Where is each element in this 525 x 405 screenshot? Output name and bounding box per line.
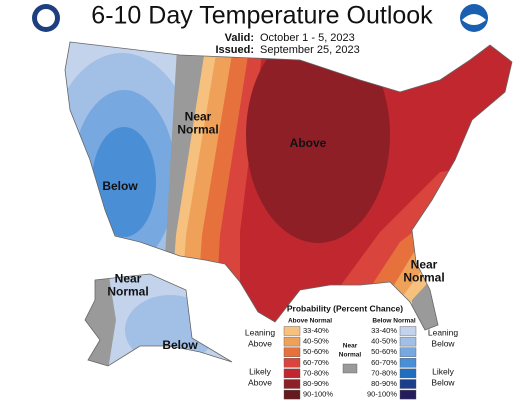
issued-dates: September 25, 2023 (260, 44, 360, 56)
legend-swatch (283, 358, 301, 368)
legend-range: 90-100% (367, 390, 397, 399)
legend-swatch (283, 347, 301, 357)
map-label: Near (411, 258, 438, 272)
legend-swatch (283, 379, 301, 389)
legend: Probability (Percent Chance) Above Normal… (245, 303, 459, 400)
legend-heading: Below Normal (372, 318, 416, 325)
map-label: Normal (107, 285, 148, 299)
legend-range: 40-50% (303, 337, 329, 346)
map-label: Normal (403, 271, 444, 285)
legend-swatch (399, 379, 417, 389)
legend-swatch (283, 368, 301, 379)
legend-swatch (399, 326, 417, 336)
legend-range: 50-60% (303, 347, 329, 356)
legend-range: 33-40% (303, 326, 329, 335)
map-label: Below (102, 179, 138, 193)
map-label: Below (162, 338, 198, 352)
legend-swatch (399, 336, 417, 347)
map-labels: NearNormalAboveBelowNearNormalNearNormal… (102, 110, 444, 353)
legend-range: 70-80% (371, 368, 397, 377)
legend-category: Below (431, 377, 455, 387)
commerce-logo-inner (37, 9, 55, 27)
legend-category: Leaning (428, 327, 459, 337)
legend-category: Leaning (245, 327, 276, 337)
legend-range: 33-40% (371, 326, 397, 335)
legend-title: Probability (Percent Chance) (287, 303, 403, 313)
map-label: Normal (177, 123, 218, 137)
legend-range: 80-90% (371, 379, 397, 388)
conus-outline (64, 41, 513, 331)
legend-swatch (399, 368, 417, 379)
legend-range: 40-50% (371, 337, 397, 346)
region (125, 295, 215, 365)
legend-range: 90-100% (303, 390, 333, 399)
legend-range: 60-70% (303, 358, 329, 367)
legend-range: 60-70% (371, 358, 397, 367)
legend-category: Likely (249, 366, 271, 376)
map-label: Near (185, 110, 212, 124)
legend-swatch (283, 336, 301, 347)
valid-dates: October 1 - 5, 2023 (260, 32, 355, 44)
issued-label: Issued: (215, 44, 254, 56)
legend-category: Normal (339, 352, 362, 359)
legend-category: Above (248, 377, 272, 387)
legend-range: 80-90% (303, 379, 329, 388)
title: 6-10 Day Temperature Outlook (91, 2, 433, 30)
valid-label: Valid: (225, 32, 254, 44)
legend-range: 50-60% (371, 347, 397, 356)
map-label: Near (115, 272, 142, 286)
legend-category: Below (431, 338, 455, 348)
legend-swatch (283, 326, 301, 336)
legend-range: 70-80% (303, 368, 329, 377)
map-label: Above (290, 136, 327, 150)
noaa-logo-bird (462, 14, 486, 25)
legend-category: Near (343, 343, 358, 350)
legend-swatch (342, 363, 358, 374)
legend-swatch (399, 347, 417, 357)
legend-heading: Above Normal (288, 318, 332, 325)
alaska-outline (84, 273, 233, 367)
legend-swatch (399, 389, 417, 400)
legend-swatch (399, 358, 417, 368)
region (246, 42, 390, 243)
region (92, 127, 156, 237)
legend-swatch (283, 389, 301, 400)
legend-category: Above (248, 338, 272, 348)
legend-category: Likely (432, 366, 454, 376)
alaska-map (85, 274, 232, 366)
